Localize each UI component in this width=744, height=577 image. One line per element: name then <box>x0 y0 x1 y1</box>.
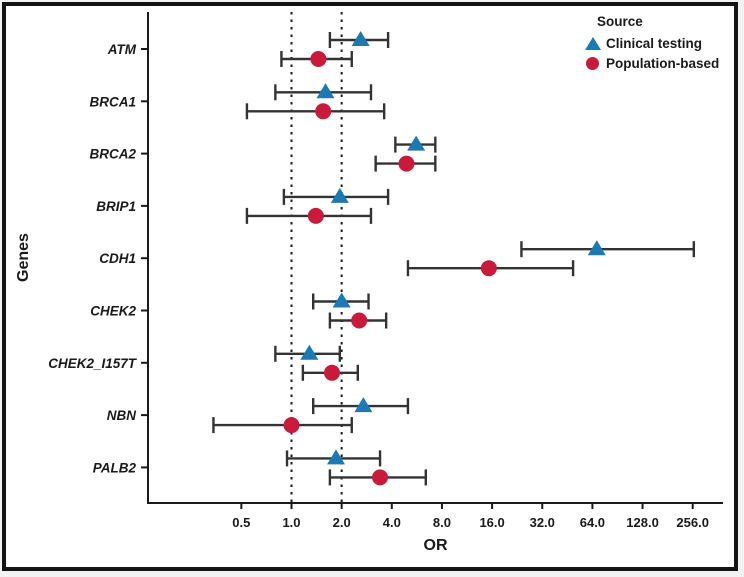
clinical-marker-NBN <box>354 397 373 413</box>
population-marker-BRCA1 <box>315 103 332 120</box>
chart-legend: Source Clinical testing Population-based <box>584 14 719 73</box>
x-tick-label: 128.0 <box>626 515 659 530</box>
clinical-marker-PALB2 <box>327 449 346 465</box>
x-tick-label: 8.0 <box>433 515 451 530</box>
gene-label: BRCA1 <box>89 94 136 109</box>
gene-label: CHEK2 <box>90 304 136 319</box>
clinical-marker-BRCA1 <box>316 83 335 99</box>
gene-label: CHEK2_I157T <box>48 356 138 371</box>
population-marker-CHEK2_I157T <box>323 364 340 381</box>
clinical-marker-ATM <box>351 31 370 46</box>
circle-icon <box>584 56 601 70</box>
population-marker-ATM <box>310 51 327 67</box>
population-marker-CHEK2 <box>351 312 368 329</box>
x-tick-label: 4.0 <box>383 515 401 530</box>
clinical-marker-BRIP1 <box>330 187 349 203</box>
forest-plot-chart: 0.5 1.0 2.0 4.0 8.0 16.0 32.0 64.0 128.0 256.0 ATM… <box>15 12 723 554</box>
x-axis-title: OR <box>424 537 448 554</box>
population-marker-BRCA2 <box>398 155 415 172</box>
clinical-marker-BRCA2 <box>407 135 426 151</box>
legend-entry-label: Population-based <box>606 55 720 71</box>
clinical-marker-CHEK2 <box>332 292 351 308</box>
figure-frame: 0.5 1.0 2.0 4.0 8.0 16.0 32.0 64.0 128.0 256.0 ATM… <box>2 2 738 571</box>
gene-label: CDH1 <box>99 251 136 266</box>
gene-label: ATM <box>107 42 137 57</box>
x-tick-label: 16.0 <box>479 515 504 530</box>
legend-title: Source <box>597 14 643 29</box>
x-tick-label: 2.0 <box>333 515 351 530</box>
clinical-marker-CDH1 <box>587 240 606 256</box>
x-tick-label: 32.0 <box>530 515 555 530</box>
x-tick-label: 64.0 <box>580 515 605 530</box>
population-marker-CDH1 <box>480 260 497 277</box>
gene-label: BRCA2 <box>89 147 136 162</box>
triangle-icon <box>584 36 601 50</box>
clinical-marker-CHEK2_I157T <box>300 344 319 360</box>
gene-label: BRIP1 <box>96 199 136 214</box>
legend-entry-population: Population-based <box>584 53 719 73</box>
y-axis-title: Genes <box>15 233 32 282</box>
gene-label: NBN <box>107 408 136 423</box>
population-marker-BRIP1 <box>307 207 324 224</box>
x-tick-label: 1.0 <box>282 515 300 530</box>
x-tick-label: 0.5 <box>232 515 250 530</box>
legend-entry-clinical: Clinical testing <box>584 33 719 53</box>
population-marker-NBN <box>283 417 300 434</box>
x-tick-label: 256.0 <box>676 515 709 530</box>
population-marker-PALB2 <box>372 469 389 486</box>
legend-entry-label: Clinical testing <box>606 35 703 51</box>
gene-label: PALB2 <box>93 460 137 475</box>
